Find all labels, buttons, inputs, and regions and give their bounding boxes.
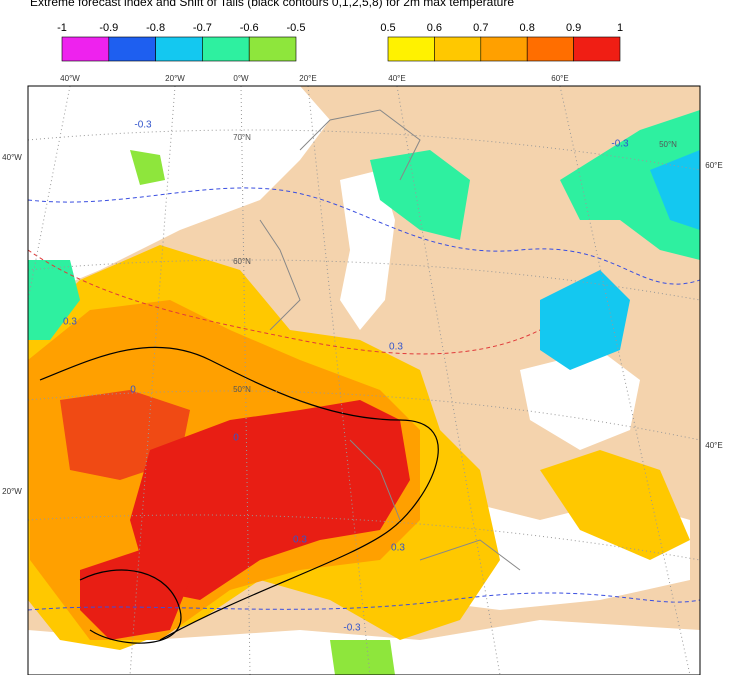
- contour-label: 0: [130, 385, 136, 396]
- legend-swatch: [480, 36, 528, 62]
- legend-swatch: [108, 36, 156, 62]
- legend-swatch: [526, 36, 574, 62]
- legend-swatch: [573, 36, 621, 62]
- graticule: [28, 86, 700, 675]
- map-area: [28, 86, 700, 675]
- contour-label: 0.3: [391, 543, 405, 554]
- legend-tick-label: -0.9: [99, 22, 118, 34]
- longitude-label: 20°W: [2, 487, 22, 496]
- longitude-label: 60°E: [551, 74, 568, 83]
- legend-swatch: [387, 36, 435, 62]
- contour-label: 0.3: [293, 535, 307, 546]
- legend-tick-label: 0.9: [566, 22, 581, 34]
- longitude-label: 40°W: [2, 153, 22, 162]
- longitude-label: 40°W: [60, 74, 80, 83]
- efi-area: [370, 150, 470, 240]
- contour: [28, 249, 541, 355]
- legend-tick-label: 0.5: [380, 22, 395, 34]
- legend-tick-label: 0.6: [427, 22, 442, 34]
- contour-label: 0: [233, 433, 239, 444]
- contour-label: -0.3: [134, 120, 152, 131]
- contour-label: 0.3: [389, 342, 403, 353]
- efi-area: [80, 550, 190, 640]
- legend-tick-label: 0.7: [473, 22, 488, 34]
- contour-label: 0.3: [63, 317, 77, 328]
- efi-area: [650, 150, 700, 230]
- latitude-label: 50°N: [233, 385, 251, 394]
- efi-area: [540, 450, 690, 560]
- efi-area: [130, 400, 410, 600]
- legend-swatch: [248, 36, 297, 62]
- sea: [520, 350, 640, 450]
- legend-tick-label: -0.6: [240, 22, 259, 34]
- coastline: [259, 109, 521, 571]
- legend-swatch: [61, 36, 110, 62]
- efi-area: [540, 270, 630, 370]
- legend-tick-label: 0.8: [520, 22, 535, 34]
- latitude-label: 60°N: [233, 257, 251, 266]
- sot-contour: [79, 569, 182, 644]
- sea: [28, 86, 330, 300]
- efi-area: [330, 640, 395, 675]
- legend-tick-label: -0.5: [287, 22, 306, 34]
- efi-area: [560, 110, 700, 260]
- contour-label: -0.3: [611, 139, 629, 150]
- latitude-label: 70°N: [233, 133, 251, 142]
- legend-tick-label: -1: [57, 22, 67, 34]
- legend-swatch: [434, 36, 482, 62]
- contour: [28, 187, 700, 285]
- legend-swatch: [155, 36, 203, 62]
- efi-area: [28, 260, 80, 340]
- legend-tick-label: -0.8: [146, 22, 165, 34]
- longitude-label: 40°E: [388, 74, 405, 83]
- legend-tick-label: 1: [617, 22, 623, 34]
- latitude-label: 50°N: [659, 140, 677, 149]
- title: Extreme forecast index and Shift of Tail…: [30, 0, 514, 9]
- sea: [340, 170, 395, 330]
- longitude-label: 40°E: [705, 441, 722, 450]
- sot-contour: [39, 346, 439, 641]
- contour-label: -0.3: [343, 623, 361, 634]
- legend-tick-label: -0.7: [193, 22, 212, 34]
- efi-area: [130, 150, 165, 185]
- legend-swatch: [202, 36, 250, 62]
- longitude-label: 0°W: [233, 74, 249, 83]
- longitude-label: 20°W: [165, 74, 185, 83]
- contour: [28, 592, 700, 611]
- longitude-label: 20°E: [299, 74, 316, 83]
- longitude-label: 60°E: [705, 161, 722, 170]
